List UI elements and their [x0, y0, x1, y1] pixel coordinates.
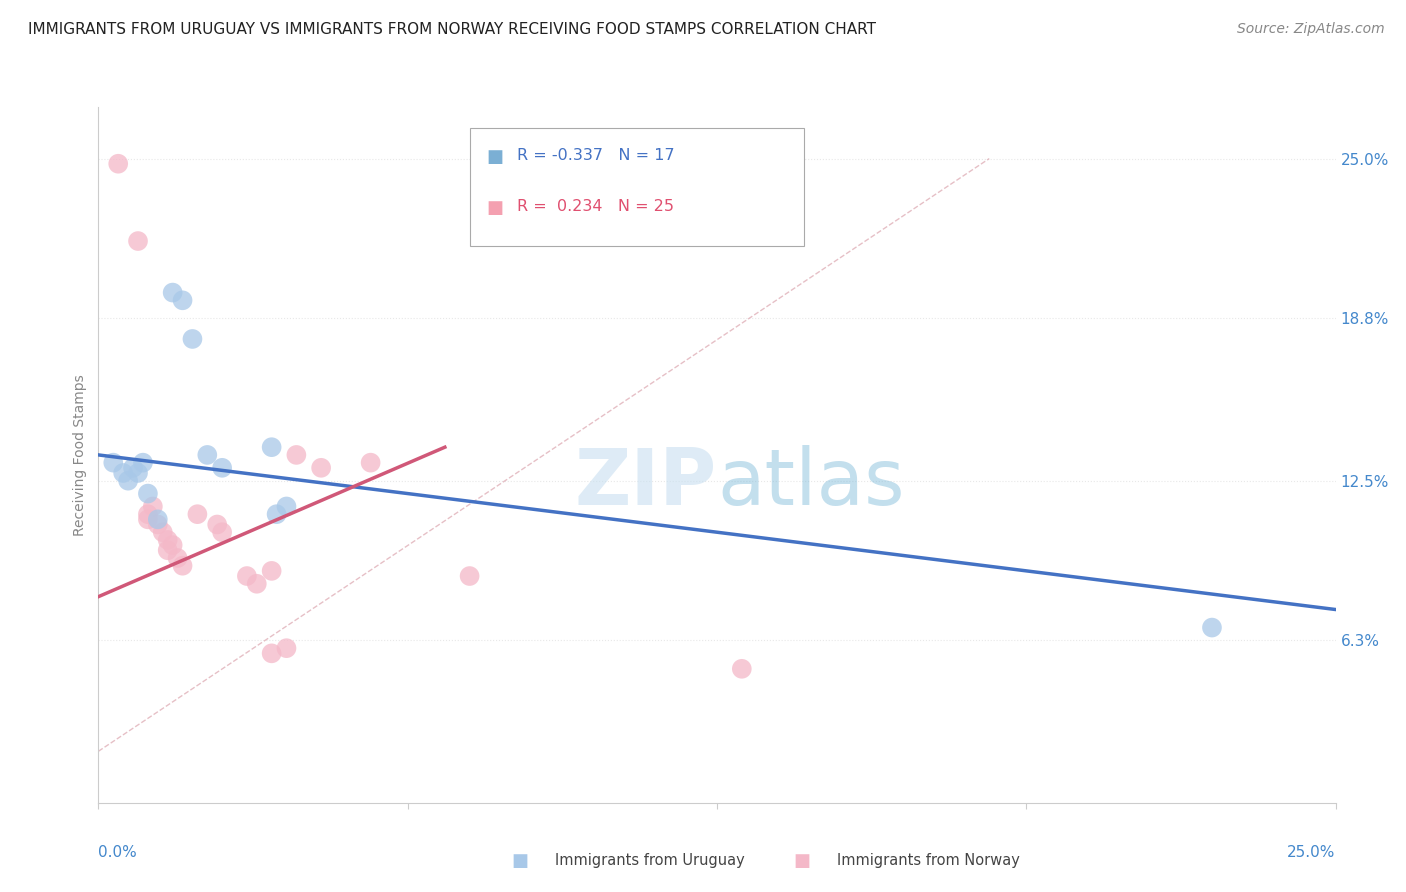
Text: 25.0%: 25.0% — [1288, 845, 1336, 860]
Text: atlas: atlas — [717, 445, 904, 521]
Point — [166, 551, 188, 566]
Text: R = -0.337   N = 17: R = -0.337 N = 17 — [517, 147, 675, 162]
Text: ■: ■ — [486, 199, 503, 217]
Point — [266, 507, 288, 521]
Point — [276, 500, 298, 514]
Point — [162, 538, 184, 552]
Y-axis label: Receiving Food Stamps: Receiving Food Stamps — [73, 374, 87, 536]
Point — [172, 293, 194, 308]
Point — [112, 466, 135, 480]
Point — [731, 662, 754, 676]
Point — [132, 456, 155, 470]
Point — [156, 533, 179, 547]
Point — [195, 448, 218, 462]
Point — [122, 460, 145, 475]
Point — [360, 456, 382, 470]
Text: Immigrants from Uruguay: Immigrants from Uruguay — [555, 854, 745, 868]
Text: Immigrants from Norway: Immigrants from Norway — [837, 854, 1019, 868]
Point — [146, 517, 169, 532]
Point — [211, 525, 233, 540]
Point — [211, 460, 233, 475]
Point — [260, 646, 283, 660]
Text: Source: ZipAtlas.com: Source: ZipAtlas.com — [1237, 22, 1385, 37]
Text: 0.0%: 0.0% — [98, 845, 138, 860]
Point — [127, 466, 149, 480]
Point — [172, 558, 194, 573]
Point — [117, 474, 139, 488]
Point — [260, 440, 283, 454]
Text: R =  0.234   N = 25: R = 0.234 N = 25 — [517, 199, 675, 213]
Point — [1201, 621, 1223, 635]
Point — [285, 448, 308, 462]
Text: ■: ■ — [512, 852, 529, 870]
Point — [260, 564, 283, 578]
Point — [236, 569, 259, 583]
Point — [136, 507, 159, 521]
Point — [162, 285, 184, 300]
Point — [205, 517, 228, 532]
Point — [127, 234, 149, 248]
Text: ZIP: ZIP — [575, 445, 717, 521]
Point — [276, 641, 298, 656]
Point — [181, 332, 204, 346]
Point — [152, 525, 174, 540]
Point — [146, 512, 169, 526]
Point — [136, 512, 159, 526]
Point — [156, 543, 179, 558]
Point — [107, 157, 129, 171]
Point — [136, 486, 159, 500]
Text: ■: ■ — [793, 852, 810, 870]
Point — [458, 569, 481, 583]
Point — [142, 500, 165, 514]
Text: ■: ■ — [486, 147, 503, 166]
Point — [309, 460, 332, 475]
Point — [246, 576, 269, 591]
Text: IMMIGRANTS FROM URUGUAY VS IMMIGRANTS FROM NORWAY RECEIVING FOOD STAMPS CORRELAT: IMMIGRANTS FROM URUGUAY VS IMMIGRANTS FR… — [28, 22, 876, 37]
Point — [103, 456, 125, 470]
Point — [186, 507, 208, 521]
